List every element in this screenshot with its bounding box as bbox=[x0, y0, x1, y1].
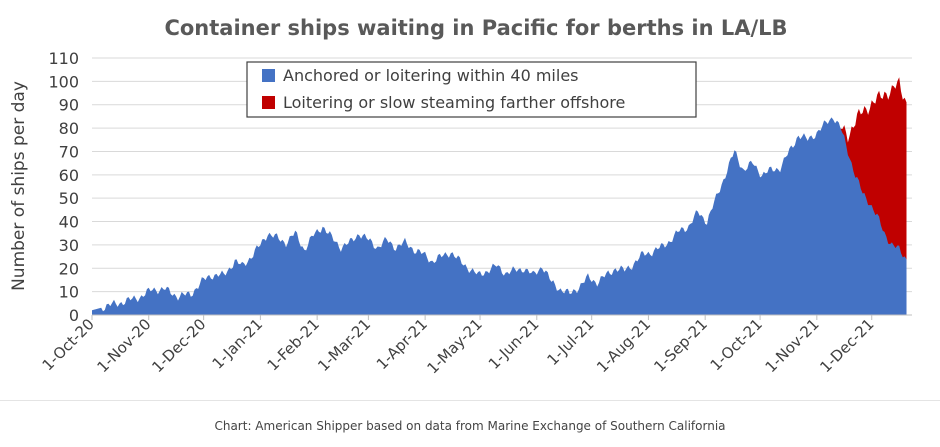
x-tick-1-Jul-21: 1-Jul-21 bbox=[543, 315, 597, 369]
y-tick-0: 0 bbox=[69, 306, 79, 325]
legend-label-anchored: Anchored or loitering within 40 miles bbox=[283, 66, 579, 85]
chart: Container ships waiting in Pacific for b… bbox=[9, 16, 912, 377]
y-tick-90: 90 bbox=[59, 96, 79, 115]
legend-swatch-offshore bbox=[262, 96, 275, 109]
legend-swatch-anchored bbox=[262, 69, 275, 82]
series-area-anchored bbox=[92, 117, 907, 316]
legend-label-offshore: Loitering or slow steaming farther offsh… bbox=[283, 93, 625, 112]
legend-box bbox=[246, 61, 697, 118]
y-tick-70: 70 bbox=[59, 142, 79, 161]
chart-svg: Container ships waiting in Pacific for b… bbox=[9, 16, 912, 377]
x-tick-1-Nov-20: 1-Nov-20 bbox=[94, 315, 155, 376]
y-tick-20: 20 bbox=[59, 259, 79, 278]
x-tick-1-Sep-21: 1-Sep-21 bbox=[650, 315, 711, 376]
x-tick-1-Aug-21: 1-Aug-21 bbox=[593, 315, 654, 376]
x-tick-1-Nov-21: 1-Nov-21 bbox=[762, 315, 823, 376]
y-tick-100: 100 bbox=[48, 72, 79, 91]
legend: Anchored or loitering within 40 miles Lo… bbox=[246, 61, 697, 118]
divider bbox=[0, 400, 940, 401]
x-tick-1-Oct-21: 1-Oct-21 bbox=[707, 315, 766, 374]
x-tick-1-Jan-21: 1-Jan-21 bbox=[209, 315, 267, 373]
y-axis-label: Number of ships per day bbox=[9, 81, 29, 291]
x-tick-1-May-21: 1-May-21 bbox=[423, 315, 485, 377]
chart-title: Container ships waiting in Pacific for b… bbox=[164, 16, 787, 40]
x-tick-1-Mar-21: 1-Mar-21 bbox=[314, 315, 374, 375]
x-tick-1-Apr-21: 1-Apr-21 bbox=[373, 315, 431, 373]
y-tick-80: 80 bbox=[59, 119, 79, 138]
y-tick-40: 40 bbox=[59, 213, 79, 232]
x-tick-1-Dec-20: 1-Dec-20 bbox=[148, 315, 209, 376]
y-tick-60: 60 bbox=[59, 166, 79, 185]
y-tick-30: 30 bbox=[59, 236, 79, 255]
chart-caption: Chart: American Shipper based on data fr… bbox=[214, 419, 726, 433]
y-tick-labels: 0 10 20 30 40 50 60 70 80 90 100 110 bbox=[48, 49, 79, 325]
x-tick-1-Dec-21: 1-Dec-21 bbox=[816, 315, 877, 376]
y-tick-50: 50 bbox=[59, 189, 79, 208]
x-tick-1-Feb-21: 1-Feb-21 bbox=[264, 315, 323, 374]
plot-area bbox=[92, 77, 912, 316]
y-tick-110: 110 bbox=[48, 49, 79, 68]
x-tick-labels: 1-Oct-201-Nov-201-Dec-20 1-Jan-211-Feb-21… bbox=[39, 315, 878, 377]
x-tick-1-Jun-21: 1-Jun-21 bbox=[485, 315, 543, 373]
y-tick-10: 10 bbox=[59, 283, 79, 302]
